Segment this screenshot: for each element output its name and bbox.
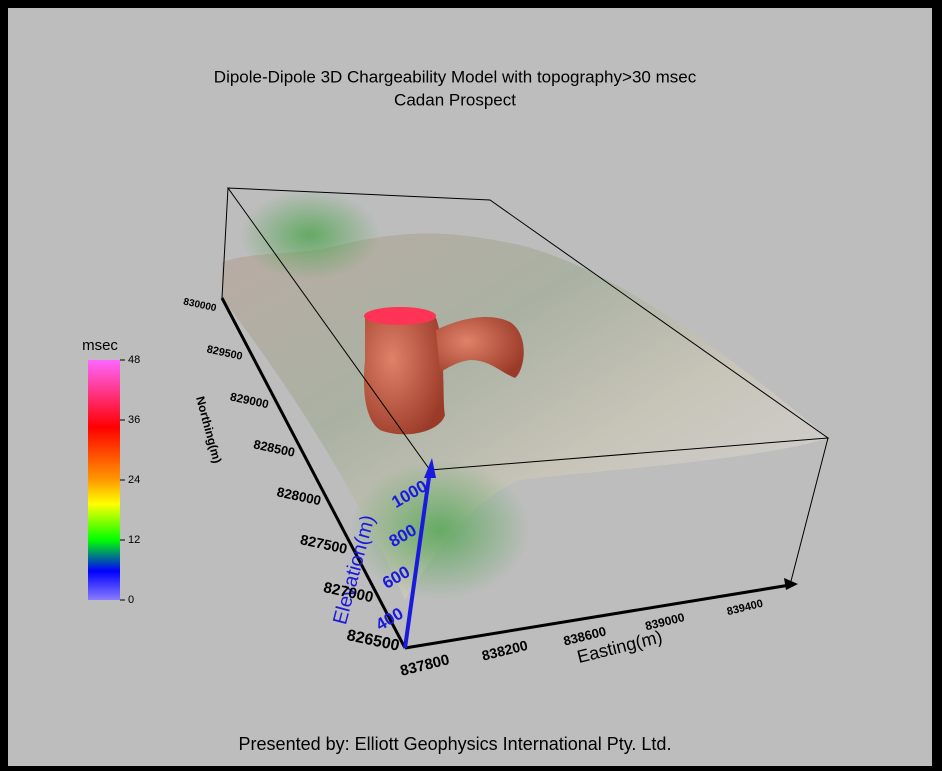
terrain-highlight — [240, 190, 380, 280]
colorbar-label: msec — [82, 337, 118, 354]
anomaly-body — [364, 309, 445, 435]
terrain-highlight — [350, 460, 530, 600]
page: Dipole-Dipole 3D Chargeability Model wit… — [0, 0, 942, 771]
colorbar-tick-label: 36 — [128, 414, 140, 426]
title: Dipole-Dipole 3D Chargeability Model wit… — [214, 67, 697, 86]
colorbar-tick-label: 24 — [128, 474, 140, 486]
colorbar — [88, 360, 120, 600]
subtitle: Cadan Prospect — [394, 90, 516, 109]
figure: Dipole-Dipole 3D Chargeability Model wit… — [0, 0, 942, 766]
anomaly-top — [364, 307, 436, 325]
footer: Presented by: Elliott Geophysics Interna… — [239, 734, 672, 754]
colorbar-tick-label: 0 — [128, 594, 134, 606]
colorbar-tick-label: 12 — [128, 534, 140, 546]
colorbar-tick-label: 48 — [128, 354, 140, 366]
